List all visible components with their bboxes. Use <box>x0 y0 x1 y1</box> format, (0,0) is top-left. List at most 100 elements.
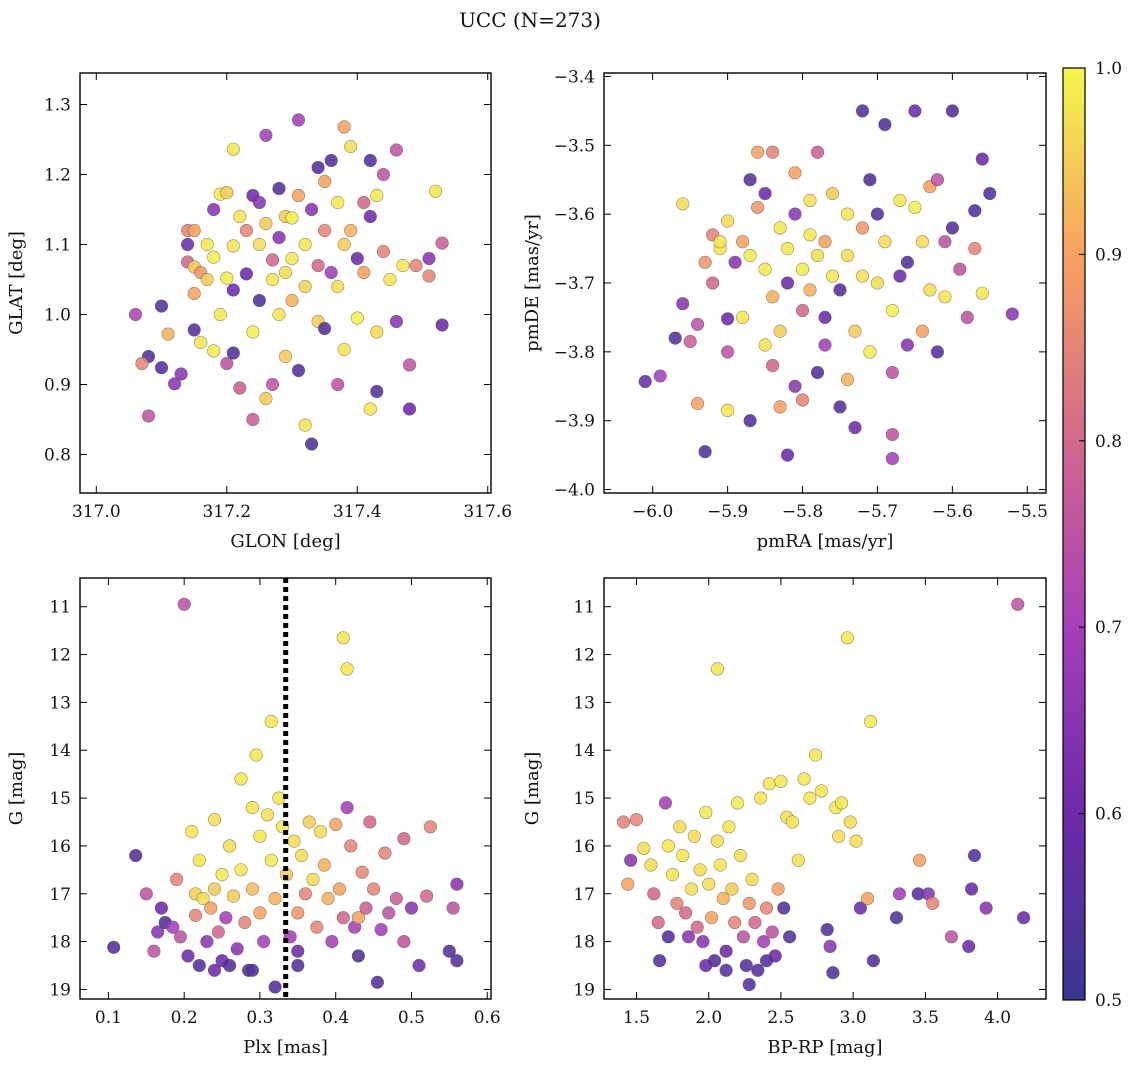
scatter-point <box>704 911 719 925</box>
scatter-point <box>702 877 716 891</box>
scatter-point <box>187 286 201 301</box>
scatter-point <box>302 815 316 829</box>
scatter-point <box>788 166 802 180</box>
scatter-point <box>795 393 810 407</box>
scatter-point <box>215 867 229 882</box>
scatter-point <box>252 293 266 308</box>
scatter-point <box>832 829 846 843</box>
scatter-point <box>833 283 847 297</box>
scatter-point <box>803 228 817 242</box>
scatter-point <box>389 143 404 157</box>
scatter-point <box>818 235 832 249</box>
scatter-point <box>363 815 377 829</box>
scatter-point <box>435 318 449 332</box>
scatter-point <box>720 345 735 359</box>
y-tick-label: 19 <box>573 980 595 1000</box>
scatter-point <box>651 915 665 930</box>
scatter-point <box>340 662 354 676</box>
scatter-point <box>128 307 143 322</box>
scatter-point <box>983 186 997 201</box>
scatter-point <box>428 184 443 198</box>
scatter-point <box>893 269 907 283</box>
scatter-point <box>404 901 419 915</box>
y-tick-label: 13 <box>49 693 71 713</box>
scatter-point <box>397 832 411 846</box>
scatter-point <box>647 887 661 901</box>
scatter-point <box>219 911 233 925</box>
scatter-point <box>177 597 191 611</box>
scatter-point <box>435 236 449 250</box>
x-tick-label: 317.0 <box>72 502 121 522</box>
scatter-point <box>298 887 313 901</box>
scatter-point <box>450 877 464 891</box>
scatter-point <box>211 925 225 939</box>
scatter-point <box>765 290 780 304</box>
scatter-point <box>285 211 299 225</box>
scatter-point <box>1016 911 1031 925</box>
scatter-point <box>249 748 263 762</box>
scatter-point <box>730 796 745 810</box>
y-tick-label: 1.2 <box>44 166 71 186</box>
scatter-point <box>272 307 286 322</box>
y-tick-label: 17 <box>49 885 71 905</box>
scatter-point <box>944 930 959 944</box>
scatter-point <box>840 631 855 645</box>
scatter-point <box>825 269 840 283</box>
scatter-point <box>331 377 345 392</box>
x-tick-label: 317.4 <box>333 502 382 522</box>
scatter-point <box>720 312 735 326</box>
scatter-point <box>376 167 391 182</box>
scatter-point <box>673 820 687 834</box>
scatter-points <box>107 597 464 994</box>
x-axis-label: GLON [deg] <box>230 531 340 552</box>
y-tick-label: −3.5 <box>554 136 595 156</box>
x-tick-label: 3.5 <box>912 1008 939 1028</box>
colorbar-tick-label: 0.6 <box>1095 805 1122 825</box>
y-tick-label: −3.9 <box>554 412 595 432</box>
scatter-point <box>975 286 989 300</box>
scatter-point <box>278 349 293 364</box>
scatter-point <box>678 906 693 920</box>
scatter-point <box>265 253 280 267</box>
y-tick-label: −3.4 <box>554 67 595 87</box>
scatter-point <box>397 934 411 949</box>
scatter-point <box>773 324 787 338</box>
y-tick-label: 11 <box>49 598 71 618</box>
scatter-point <box>168 377 182 391</box>
scatter-point <box>843 815 857 829</box>
scatter-point <box>925 896 940 910</box>
y-tick-label: 17 <box>573 885 595 905</box>
scatter-point <box>870 276 885 290</box>
x-tick-label: −5.7 <box>857 502 898 522</box>
scatter-point <box>207 812 222 827</box>
scatter-point <box>967 848 982 863</box>
scatter-point <box>305 437 319 451</box>
scatter-point <box>253 829 267 843</box>
scatter-point <box>318 321 332 336</box>
scatter-point <box>653 369 667 383</box>
scatter-point <box>207 202 221 217</box>
scatter-point <box>670 896 684 910</box>
scatter-point <box>915 235 930 249</box>
scatter-points <box>616 597 1031 992</box>
scatter-point <box>759 954 774 968</box>
scatter-point <box>200 237 214 252</box>
scatter-point <box>207 250 221 264</box>
scatter-point <box>693 863 707 877</box>
scatter-point <box>298 237 312 252</box>
scatter-point <box>340 800 354 815</box>
scatter-point <box>135 356 149 371</box>
scatter-point <box>220 271 234 285</box>
scatter-point <box>200 934 214 949</box>
scatter-point <box>357 195 371 210</box>
scatter-point <box>652 954 667 968</box>
scatter-point <box>173 930 187 944</box>
scatter-point <box>780 448 795 462</box>
scatter-point <box>758 186 772 201</box>
y-tick-label: 15 <box>573 789 595 809</box>
scatter-point <box>621 877 635 891</box>
scatter-point <box>676 848 690 863</box>
scatter-point <box>848 324 862 338</box>
scatter-point <box>376 244 391 259</box>
scatter-point <box>154 901 168 915</box>
